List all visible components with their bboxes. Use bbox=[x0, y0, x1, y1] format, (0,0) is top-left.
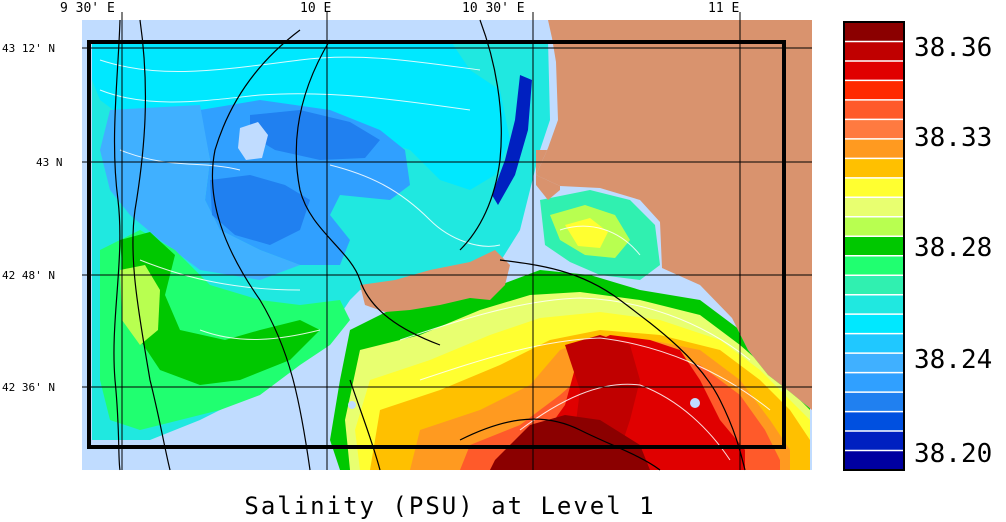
colorbar-swatch bbox=[844, 22, 904, 42]
colorbar-swatch bbox=[844, 216, 904, 237]
region-deep-blue bbox=[210, 175, 310, 245]
colorbar-swatch bbox=[844, 450, 904, 471]
latitude-labels: 43 12' N 43 N 42 48' N 42 36' N bbox=[2, 42, 63, 394]
colorbar-tick-labels: 38.36 38.33 38.28 38.24 38.20 bbox=[914, 33, 992, 469]
colorbar-swatch bbox=[844, 353, 904, 374]
salinity-field bbox=[92, 40, 810, 470]
colorbar-swatch bbox=[844, 236, 904, 257]
bathymetry-lines bbox=[113, 19, 746, 471]
region-dark-blue-streak bbox=[492, 75, 532, 205]
colorbar-swatch bbox=[844, 41, 904, 62]
colorbar-swatch bbox=[844, 177, 904, 198]
island-shallow bbox=[238, 122, 268, 160]
colorbar-swatch bbox=[844, 333, 904, 354]
colorbar-swatch bbox=[844, 314, 904, 335]
graticule bbox=[82, 12, 812, 470]
region-deep-blue-north bbox=[250, 110, 380, 160]
colorbar-tick-label: 38.33 bbox=[914, 123, 992, 153]
colorbar-tick-label: 38.20 bbox=[914, 439, 992, 469]
colorbar-swatch bbox=[844, 80, 904, 101]
small-islet bbox=[690, 398, 700, 408]
lat-label: 43 N bbox=[36, 156, 63, 169]
colorbar-swatch bbox=[844, 431, 904, 452]
colorbar bbox=[844, 22, 904, 471]
figure-title: Salinity (PSU) at Level 1 bbox=[244, 492, 655, 520]
lon-label: 10 30' E bbox=[462, 1, 525, 16]
colorbar-swatch bbox=[844, 197, 904, 218]
lat-label: 43 12' N bbox=[2, 42, 55, 55]
colorbar-swatch bbox=[844, 372, 904, 393]
colorbar-frame bbox=[843, 21, 905, 471]
lat-label: 42 36' N bbox=[2, 381, 55, 394]
colorbar-swatch bbox=[844, 60, 904, 81]
colorbar-swatch bbox=[844, 294, 904, 315]
lon-label: 9 30' E bbox=[60, 1, 115, 16]
colorbar-swatch bbox=[844, 392, 904, 413]
region-maroon bbox=[490, 415, 650, 470]
small-islet-west bbox=[348, 401, 356, 409]
contour-lines bbox=[99, 56, 771, 461]
colorbar-swatch bbox=[844, 99, 904, 120]
colorbar-swatch bbox=[844, 411, 904, 432]
colorbar-swatch bbox=[844, 275, 904, 296]
colorbar-swatch bbox=[844, 119, 904, 140]
colorbar-swatch bbox=[844, 158, 904, 179]
colorbar-swatch bbox=[844, 138, 904, 159]
domain-frame bbox=[87, 40, 786, 449]
region-yellow-green-west bbox=[120, 265, 160, 345]
colorbar-swatch bbox=[844, 255, 904, 276]
lon-label: 10 E bbox=[300, 1, 331, 16]
lat-label: 42 48' N bbox=[2, 269, 55, 282]
region-yellow-northeast bbox=[565, 218, 608, 248]
lon-label: 11 E bbox=[708, 1, 739, 16]
colorbar-tick-label: 38.36 bbox=[914, 33, 992, 63]
longitude-labels: 9 30' E 10 E 10 30' E 11 E bbox=[60, 1, 739, 16]
colorbar-tick-label: 38.24 bbox=[914, 345, 992, 375]
promontory-land bbox=[360, 250, 510, 312]
region-light-blue bbox=[100, 105, 300, 280]
colorbar-tick-label: 38.28 bbox=[914, 233, 992, 263]
region-light-cyan bbox=[92, 40, 510, 190]
